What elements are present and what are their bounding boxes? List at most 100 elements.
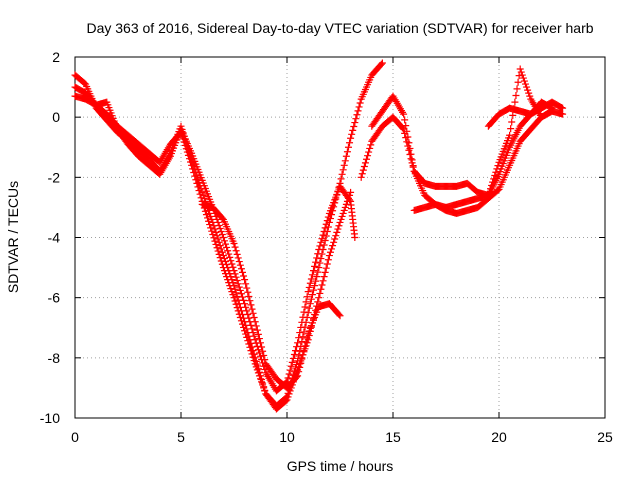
data-point: [244, 288, 252, 296]
data-point: [335, 222, 343, 230]
data-point: [204, 214, 211, 222]
data-point: [286, 366, 294, 374]
data-point: [512, 92, 520, 100]
data-point: [257, 375, 264, 383]
data-point: [252, 363, 260, 371]
y-tick-label: -2: [48, 169, 61, 185]
data-point: [377, 60, 385, 68]
data-point: [322, 232, 330, 240]
data-point: [290, 351, 298, 359]
data-point: [228, 260, 236, 268]
data-point: [237, 290, 245, 298]
data-point: [250, 332, 258, 340]
data-point: [297, 323, 305, 331]
data-point: [230, 294, 238, 302]
data-point: [183, 148, 191, 156]
data-point: [285, 390, 293, 398]
data-point: [250, 357, 258, 365]
data-point: [303, 293, 311, 301]
data-point: [514, 78, 522, 86]
data-point: [506, 131, 514, 139]
data-point: [295, 334, 303, 342]
data-point: [307, 275, 315, 283]
data-point: [231, 297, 239, 305]
data-point: [255, 372, 263, 380]
data-point: [191, 172, 199, 180]
data-point: [303, 334, 311, 342]
data-point: [406, 144, 414, 152]
data-point: [253, 326, 261, 334]
data-point: [240, 296, 248, 304]
data-point: [364, 152, 372, 160]
data-point: [225, 279, 233, 287]
data-point: [188, 161, 196, 169]
data-point: [351, 234, 359, 241]
data-point: [296, 329, 304, 337]
data-point: [523, 83, 531, 91]
data-point: [294, 372, 302, 380]
data-point: [187, 158, 195, 166]
data-point: [326, 248, 334, 256]
data-point: [324, 256, 332, 264]
data-point: [357, 173, 365, 181]
data-point: [325, 252, 333, 260]
data-point: [337, 175, 345, 183]
data-point: [324, 213, 332, 221]
data-point: [284, 393, 292, 401]
data-point: [228, 288, 236, 296]
data-point: [308, 271, 316, 279]
data-point: [338, 170, 346, 178]
data-point: [237, 265, 245, 273]
data-point: [246, 297, 254, 305]
data-point: [350, 122, 358, 130]
data-point: [189, 165, 197, 173]
data-point: [215, 221, 223, 229]
data-point: [306, 300, 314, 308]
data-point: [407, 150, 415, 158]
data-point: [282, 397, 290, 405]
data-point: [355, 103, 363, 111]
data-point: [511, 98, 519, 106]
data-point: [243, 307, 251, 315]
data-point: [214, 247, 222, 255]
data-point: [359, 166, 367, 174]
data-point: [291, 347, 299, 355]
data-point: [257, 339, 264, 347]
data-point: [260, 384, 268, 392]
data-point: [241, 300, 249, 308]
data-point: [294, 339, 302, 347]
data-point: [284, 374, 292, 382]
data-point: [285, 370, 293, 378]
data-point: [301, 342, 309, 350]
data-point: [317, 238, 325, 246]
data-point: [409, 162, 417, 170]
data-point: [313, 254, 321, 262]
data-point: [312, 258, 320, 266]
data-point: [194, 183, 202, 191]
data-point: [246, 343, 254, 351]
data-point: [240, 323, 248, 331]
data-point: [216, 254, 224, 262]
data-point: [258, 378, 266, 386]
data-point: [218, 230, 226, 238]
data-point: [547, 104, 555, 112]
x-tick-label: 20: [491, 429, 507, 445]
data-point: [207, 224, 215, 232]
data-point: [233, 304, 241, 312]
data-point: [236, 314, 244, 322]
data-point: [329, 242, 337, 250]
data-point: [317, 285, 325, 293]
data-point: [352, 115, 360, 123]
data-point: [259, 347, 267, 355]
data-point: [243, 284, 251, 292]
y-tick-label: -6: [48, 290, 61, 306]
data-point: [220, 267, 228, 275]
data-point: [301, 303, 309, 311]
data-point: [230, 267, 238, 275]
data-point: [300, 347, 308, 355]
data-point: [343, 148, 351, 156]
data-point: [517, 68, 525, 76]
data-point: [347, 134, 355, 142]
data-point: [526, 92, 534, 100]
data-point: [401, 116, 409, 124]
